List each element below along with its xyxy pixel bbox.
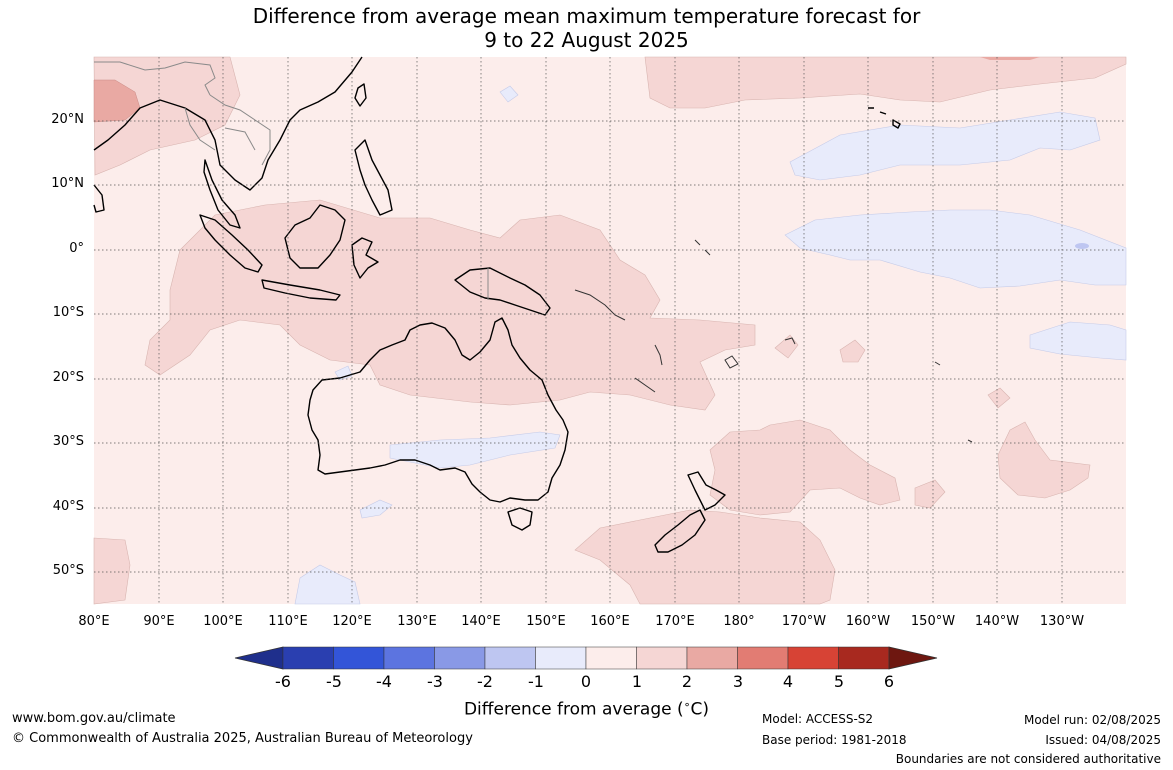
colorbar-tick-minus-2: -2 xyxy=(470,672,500,691)
colorbar-tick-3: 3 xyxy=(723,672,753,691)
colorbar-tick-2: 2 xyxy=(672,672,702,691)
colorbar-tick-minus-3: -3 xyxy=(420,672,450,691)
colorbar-title: Difference from average (∘C) xyxy=(0,698,1173,720)
colorbar-segment xyxy=(586,647,637,669)
colorbar-segment xyxy=(435,647,486,669)
colorbar-segment xyxy=(384,647,435,669)
colorbar-segment xyxy=(283,647,334,669)
colorbar-segment xyxy=(687,647,738,669)
colorbar-tick-1: 1 xyxy=(622,672,652,691)
colorbar-tick-4: 4 xyxy=(773,672,803,691)
colorbar-segment xyxy=(334,647,385,669)
colorbar-tick-minus-6: -6 xyxy=(268,672,298,691)
colorbar-tick-minus-1: -1 xyxy=(521,672,551,691)
colorbar-segments xyxy=(235,647,937,669)
model-run-date: Model run: 02/08/2025 xyxy=(1024,713,1161,727)
base-period: Base period: 1981-2018 xyxy=(762,733,907,747)
colorbar-tick-0: 0 xyxy=(571,672,601,691)
colorbar-segment xyxy=(637,647,688,669)
colorbar-segment xyxy=(738,647,789,669)
model-name: Model: ACCESS-S2 xyxy=(762,712,873,726)
colorbar-segment xyxy=(485,647,536,669)
issued-date: Issued: 04/08/2025 xyxy=(1045,733,1161,747)
website-link[interactable]: www.bom.gov.au/climate xyxy=(12,711,176,726)
colorbar-tick-5: 5 xyxy=(824,672,854,691)
colorbar-segment xyxy=(839,647,890,669)
colorbar-tick-6: 6 xyxy=(874,672,904,691)
colorbar-tick-minus-5: -5 xyxy=(319,672,349,691)
colorbar-tick-minus-4: -4 xyxy=(369,672,399,691)
boundaries-disclaimer: Boundaries are not considered authoritat… xyxy=(896,752,1161,766)
colorbar-arrow-high xyxy=(889,647,937,669)
colorbar-segment xyxy=(788,647,839,669)
copyright-text: © Commonwealth of Australia 2025, Austra… xyxy=(12,731,473,746)
colorbar-arrow-low xyxy=(235,647,283,669)
colorbar-title-unit: C) xyxy=(691,700,710,720)
colorbar-segment xyxy=(536,647,587,669)
colorbar-title-text: Difference from average ( xyxy=(464,700,684,720)
